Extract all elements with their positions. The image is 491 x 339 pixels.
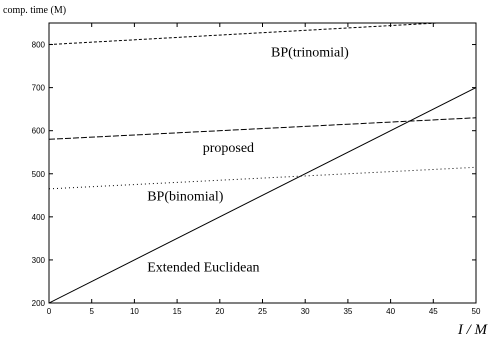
y-tick-label: 400	[32, 213, 46, 222]
series-annotation: BP(binomial)	[147, 189, 224, 204]
x-tick-label: 10	[130, 307, 139, 316]
axes: 0 5 10 15 20 25 30 35 40 45 50 200 300 400 500 600 700 80…	[32, 22, 481, 316]
y-tick-label: 700	[32, 84, 46, 93]
y-tick-label: 500	[32, 170, 46, 179]
series-line-bp-binomial	[49, 166, 476, 190]
y-tick-label: 800	[32, 41, 46, 50]
x-tick-label: 45	[429, 307, 438, 316]
series-layer	[49, 23, 476, 303]
x-tick-label: 50	[472, 307, 481, 316]
x-tick-label: 5	[89, 307, 94, 316]
x-tick-label: 30	[301, 307, 310, 316]
series-line-proposed	[49, 117, 476, 140]
x-tick-label: 15	[173, 307, 182, 316]
annotations: BP(trinomial) proposed BP(binomial) Extende…	[147, 46, 349, 276]
y-tick-label: 300	[32, 256, 46, 265]
x-axis-label: I / M	[457, 322, 489, 338]
y-tick-label: 200	[32, 299, 46, 308]
series-annotation: BP(trinomial)	[271, 46, 349, 61]
series-line-extended-euclidean	[49, 87, 476, 303]
x-tick-label: 0	[47, 307, 52, 316]
series-annotation: proposed	[203, 141, 254, 156]
series-line-bp-trinomial	[49, 23, 447, 46]
x-tick-label: 40	[386, 307, 395, 316]
series-annotation: Extended Euclidean	[147, 261, 259, 276]
y-tick-label: 600	[32, 127, 46, 136]
x-tick-label: 35	[343, 307, 352, 316]
y-axis-label: comp. time (M)	[3, 5, 66, 16]
plot-frame	[48, 22, 477, 304]
x-tick-label: 20	[215, 307, 224, 316]
x-tick-label: 25	[258, 307, 267, 316]
